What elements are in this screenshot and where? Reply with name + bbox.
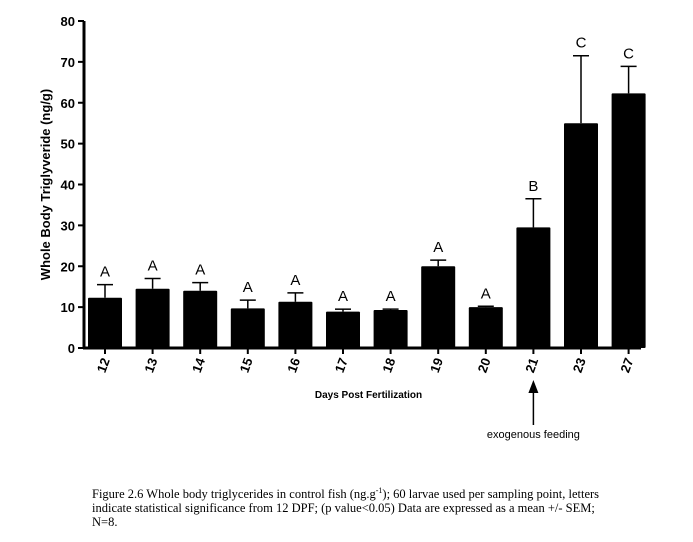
significance-letter: A [386,288,396,305]
x-tick-label: 12 [94,356,113,375]
x-tick-label: 14 [189,355,208,374]
x-tick-label: 17 [332,356,351,375]
bar-21 [516,227,551,348]
bar-23 [564,123,598,348]
bar-14 [183,290,218,348]
x-tick-label: 21 [522,356,541,375]
significance-letter: A [481,285,491,302]
y-tick-label: 0 [68,341,75,356]
x-tick-label: 27 [617,356,636,375]
significance-letter: A [100,264,110,281]
bar-19 [421,266,456,348]
bar-chart: 0 10 20 30 40 50 60 70 80 Whole Body Triglyveride… [38,14,646,441]
caption-text-cont: ); 60 larvae used per sampling point, le… [92,487,600,530]
x-tick-label: 15 [237,356,256,375]
x-tick-label: 23 [570,356,589,375]
y-tick-label: 60 [61,96,75,111]
bar-12 [88,297,122,348]
significance-letter: C [623,45,634,62]
significance-letter: C [576,35,587,52]
x-tick-label: 16 [284,356,303,375]
bar-15 [230,308,265,348]
y-axis-label: Whole Body Triglyveride (ng/g) [38,89,53,280]
significance-letter: B [528,178,538,195]
significance-letter: A [338,288,348,305]
bar-20 [468,307,503,348]
y-tick-label: 80 [61,14,75,29]
y-tick-label: 70 [61,55,75,70]
bar-18 [373,309,408,348]
significance-letter: A [243,279,253,296]
x-axis-label: Days Post Fertilization [315,390,422,401]
bar-13 [135,288,170,348]
significance-letter: A [195,262,205,279]
y-tick-label: 10 [61,300,75,315]
figure-caption: Figure 2.6 Whole body triglycerides in c… [92,484,612,529]
y-tick-label: 30 [61,218,75,233]
x-tick-label: 19 [427,356,446,375]
x-tick-label: 18 [379,356,398,375]
bar-16 [278,301,313,348]
x-tick-label: 13 [141,356,160,375]
caption-text: Figure 2.6 Whole body triglycerides in c… [92,487,376,502]
bar-27 [611,93,646,348]
bar-17 [326,311,360,348]
significance-letter: A [290,272,300,289]
significance-letter: A [148,258,158,275]
significance-letter: A [433,239,443,256]
arrow-head-icon [528,380,539,393]
x-tick-label: 20 [475,356,494,375]
y-tick-label: 40 [61,178,75,193]
caption-superscript: -1 [375,486,383,495]
y-tick-label: 20 [61,259,75,274]
annotation-label: exogenous feeding [487,429,580,441]
y-tick-label: 50 [61,137,75,152]
